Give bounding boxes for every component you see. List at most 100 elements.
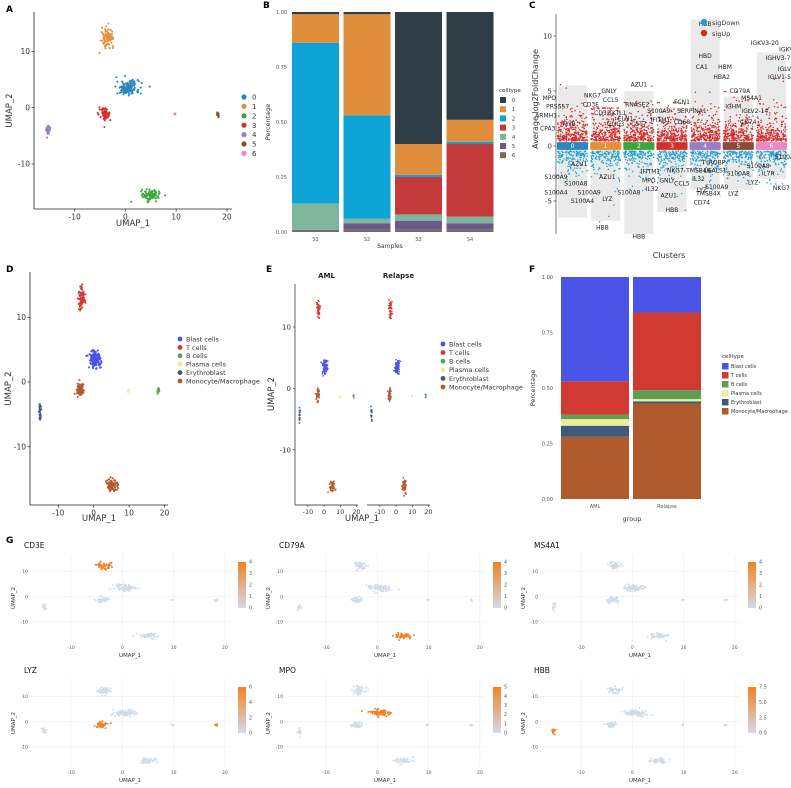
cell-point bbox=[402, 483, 404, 485]
deg-point-up bbox=[751, 128, 754, 130]
deg-point-down bbox=[637, 155, 639, 157]
deg-point-up bbox=[623, 129, 626, 131]
deg-point-up bbox=[759, 128, 762, 130]
gene-label: LYZ bbox=[602, 196, 612, 203]
deg-point-up bbox=[733, 133, 736, 136]
cell-point bbox=[100, 361, 103, 364]
gene-label: IL32 bbox=[646, 186, 659, 193]
cell-point bbox=[76, 382, 79, 385]
deg-point-down bbox=[602, 153, 604, 156]
deg-point-up bbox=[697, 138, 699, 140]
deg-point-down bbox=[706, 150, 709, 153]
deg-point-up bbox=[695, 124, 697, 127]
deg-point-up bbox=[748, 133, 750, 136]
deg-point-down bbox=[663, 153, 666, 156]
deg-point-up bbox=[715, 134, 718, 136]
deg-point-down bbox=[749, 157, 752, 159]
deg-point-down bbox=[579, 153, 582, 155]
deg-point-down bbox=[709, 153, 712, 155]
deg-point-up bbox=[785, 128, 787, 131]
cell-point bbox=[104, 25, 108, 28]
facet-title: AML bbox=[318, 272, 335, 280]
deg-point-up bbox=[601, 125, 604, 127]
cell-point bbox=[359, 598, 362, 601]
cell-point bbox=[107, 567, 110, 570]
deg-point-up bbox=[764, 136, 767, 139]
legend-swatch bbox=[500, 115, 506, 122]
deg-point-up bbox=[611, 133, 613, 135]
deg-point-up bbox=[780, 131, 783, 134]
deg-point-up bbox=[640, 130, 642, 132]
deg-point-down bbox=[627, 152, 630, 155]
deg-point-down bbox=[728, 153, 731, 156]
cell-point bbox=[111, 566, 113, 568]
legend-label: 1 bbox=[252, 103, 256, 111]
cell-point bbox=[380, 587, 383, 589]
x-axis-title: group bbox=[623, 515, 642, 523]
panel-label: A bbox=[6, 5, 13, 15]
deg-point-down bbox=[586, 160, 589, 162]
deg-point-up bbox=[757, 133, 759, 136]
cell-point bbox=[117, 585, 120, 588]
deg-point-up bbox=[732, 123, 734, 125]
cell-point bbox=[398, 588, 401, 591]
deg-point-down bbox=[664, 161, 667, 164]
deg-point-down bbox=[750, 151, 753, 153]
cell-point bbox=[365, 584, 368, 587]
deg-point-down bbox=[619, 167, 621, 170]
deg-point-up bbox=[680, 138, 682, 141]
deg-point-up bbox=[736, 139, 738, 142]
x-axis-title: UMAP_1 bbox=[82, 514, 116, 524]
deg-point-up bbox=[569, 138, 572, 141]
deg-point-up bbox=[764, 132, 767, 135]
deg-point-down bbox=[606, 165, 608, 168]
deg-point-up bbox=[769, 135, 771, 137]
cell-point bbox=[92, 359, 95, 362]
deg-point-down bbox=[624, 158, 627, 161]
cell-point bbox=[370, 418, 373, 421]
cell-point bbox=[402, 637, 405, 640]
cell-point bbox=[153, 188, 156, 192]
deg-point-up bbox=[767, 139, 769, 141]
deg-point-up bbox=[565, 133, 567, 136]
deg-point-up bbox=[785, 117, 787, 120]
cell-point bbox=[397, 631, 400, 634]
deg-point-down bbox=[674, 160, 676, 163]
cell-point bbox=[384, 590, 387, 593]
deg-point-down bbox=[775, 163, 777, 166]
deg-point-up bbox=[569, 128, 571, 130]
deg-point-up bbox=[746, 134, 748, 136]
deg-point-up bbox=[604, 131, 606, 133]
cell-point bbox=[127, 388, 130, 391]
cell-point bbox=[148, 197, 151, 200]
deg-point-down bbox=[649, 150, 651, 153]
deg-point-up bbox=[666, 135, 668, 138]
cell-point bbox=[124, 82, 127, 85]
deg-point-down bbox=[683, 160, 685, 162]
deg-point-down bbox=[740, 150, 743, 153]
cell-point bbox=[84, 293, 87, 296]
cluster-bg-bar bbox=[591, 113, 621, 221]
gene-label: S100A9 bbox=[647, 108, 670, 115]
legend-swatch bbox=[241, 141, 247, 147]
gene-label: CA1 bbox=[696, 64, 708, 71]
y-tick-label: 1.00 bbox=[542, 275, 553, 281]
deg-point-up bbox=[584, 117, 586, 119]
bar-segment bbox=[561, 414, 629, 420]
cell-point bbox=[389, 313, 392, 315]
deg-point-down bbox=[737, 180, 739, 182]
deg-point-up bbox=[730, 137, 733, 139]
deg-point-down bbox=[678, 159, 680, 162]
y-axis-title: UMAP_2 bbox=[5, 93, 15, 127]
deg-point-up bbox=[628, 124, 630, 127]
legend-swatch bbox=[722, 408, 729, 415]
deg-point-up bbox=[576, 137, 578, 140]
cell-point bbox=[389, 386, 391, 389]
deg-point-down bbox=[584, 152, 587, 155]
bar-segment bbox=[446, 223, 494, 230]
deg-point-up bbox=[708, 137, 711, 139]
cell-point bbox=[323, 362, 325, 364]
deg-point-down bbox=[660, 155, 663, 158]
cell-point bbox=[216, 113, 219, 116]
deg-point-down bbox=[674, 154, 677, 156]
